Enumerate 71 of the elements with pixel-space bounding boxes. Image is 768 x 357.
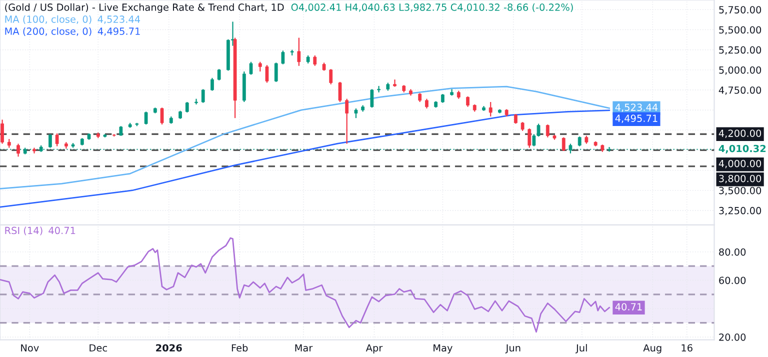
y-tick-label: 60.00 xyxy=(719,276,746,284)
x-tick-label: Nov xyxy=(21,344,39,352)
candlestick xyxy=(488,101,492,118)
candlestick xyxy=(514,114,518,124)
candlestick xyxy=(185,101,189,114)
candlestick xyxy=(425,98,428,109)
candlestick xyxy=(210,77,214,92)
text: MA (200, close, 0) xyxy=(5,27,92,36)
text: 4,495.71 xyxy=(98,28,140,36)
chart-title: (Gold / US Dollar) - Live Exchange Rate & Trend Chart, 1D xyxy=(5,3,284,13)
line-series xyxy=(0,237,610,333)
candlestick xyxy=(160,107,164,126)
text: 4,523.44 xyxy=(98,16,140,24)
candlestick xyxy=(281,50,285,65)
candlestick xyxy=(377,85,380,93)
candlestick xyxy=(265,64,269,84)
ref-line-label: 4,000.00 xyxy=(718,160,762,168)
candlestick xyxy=(144,111,148,126)
ref-line-label: 3,800.00 xyxy=(719,174,762,184)
x-tick-label: May xyxy=(434,344,452,354)
candlestick xyxy=(313,54,317,66)
data-label: 4,523.44 xyxy=(615,104,658,112)
candlestick xyxy=(201,88,205,104)
candlestick xyxy=(338,81,342,103)
candlestick xyxy=(370,88,374,108)
y-tick-label: 3,500.00 xyxy=(719,186,762,196)
text: RSI (14) xyxy=(5,226,42,236)
y-tick-label: 80.00 xyxy=(719,248,746,256)
candlestick xyxy=(466,96,470,108)
candlestick xyxy=(354,108,358,119)
candlestick xyxy=(528,128,532,148)
x-tick-label: Mar xyxy=(295,344,313,352)
y-tick-label: 20.00 xyxy=(719,334,746,341)
candlestick xyxy=(578,136,582,147)
candlestick xyxy=(194,98,198,105)
candlestick xyxy=(249,61,253,76)
candlestick xyxy=(393,78,396,88)
x-tick-label: Apr xyxy=(366,344,383,354)
x-tick-label: Dec xyxy=(90,344,107,352)
x-tick-label: Aug xyxy=(643,344,662,354)
candlestick xyxy=(329,68,333,85)
x-tick-label: Feb xyxy=(232,344,248,352)
y-tick-label: 5,750.00 xyxy=(719,6,762,14)
candlestick xyxy=(274,62,278,82)
x-tick-label: 16 xyxy=(682,344,692,352)
x-tick-label: Jul xyxy=(576,344,587,354)
candlestick xyxy=(217,68,221,81)
y-tick-label: 3,250.00 xyxy=(719,206,762,216)
line-series xyxy=(0,86,610,190)
text: 40.71 xyxy=(48,226,76,234)
ref-line-label: 4,200.00 xyxy=(718,130,762,138)
text: MA (100, close, 0) xyxy=(5,15,92,24)
chart-subtitle: O4,002.41 H4,040.63 L3,982.75 C4,010.32 -8.66 (-0.22%) xyxy=(291,3,573,12)
candlestick xyxy=(562,136,566,152)
candlestick xyxy=(55,132,59,147)
ref-line-label: 4,010.32 xyxy=(718,144,766,154)
candlestick xyxy=(16,143,20,158)
candlestick xyxy=(0,119,4,144)
candlestick xyxy=(258,61,262,72)
candlestick xyxy=(345,98,349,144)
y-tick-label: 5,250.00 xyxy=(719,46,762,55)
y-tick-label: 5,500.00 xyxy=(719,26,762,35)
candlestick xyxy=(297,37,301,66)
data-label: 4,495.71 xyxy=(615,114,658,123)
line-series xyxy=(0,110,610,208)
y-tick-label: 4,750.00 xyxy=(718,86,762,95)
y-tick-label: 5,000.00 xyxy=(719,66,762,75)
x-tick-label: 2026 xyxy=(156,344,182,352)
data-label: 40.71 xyxy=(615,303,642,310)
candlestick xyxy=(546,124,550,138)
x-tick-label: Jun xyxy=(505,344,520,354)
